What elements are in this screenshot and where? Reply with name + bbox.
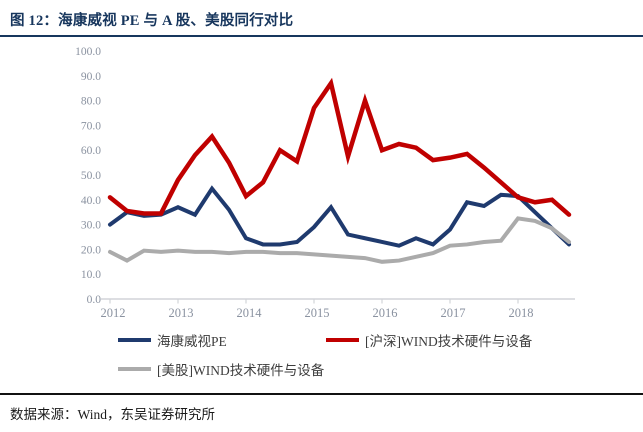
figure-title-bar: 图 12：海康威视 PE 与 A 股、美股同行对比 <box>0 0 643 37</box>
series-line-2 <box>108 216 571 264</box>
legend-swatch <box>326 338 359 342</box>
x-axis-tick-label: 2015 <box>305 306 330 320</box>
legend-row: [美股]WIND技术硬件与设备 <box>118 359 643 379</box>
x-axis-tick-label: 2012 <box>101 306 126 320</box>
legend-label: [美股]WIND技术硬件与设备 <box>157 363 325 378</box>
y-axis-tick-label: 100.0 <box>75 46 101 58</box>
x-axis-tick-label: 2016 <box>373 306 398 320</box>
y-axis-tick-label: 20.0 <box>81 244 101 256</box>
pe-comparison-line-chart: 0.0 10.0 20.0 30.0 40.0 50.0 60.0 70.0 80.0 90.0 1… <box>75 46 575 320</box>
x-axis-tick-label: 2014 <box>237 306 263 320</box>
y-axis-tick-label: 80.0 <box>81 96 101 108</box>
figure-title: 海康威视 PE 与 A 股、美股同行对比 <box>58 13 294 29</box>
y-axis-tick-label: 70.0 <box>81 120 101 132</box>
legend-label: 海康威视PE <box>157 334 227 349</box>
legend-row: 海康威视PE [沪深]WIND技术硬件与设备 <box>118 330 643 350</box>
y-axis-tick-label: 30.0 <box>81 220 101 232</box>
legend-swatch <box>118 367 151 371</box>
source-bar: 数据来源：Wind，东吴证券研究所 <box>0 393 643 432</box>
x-axis-tick-label: 2017 <box>441 306 466 320</box>
y-axis-tick-label: 90.0 <box>81 71 101 83</box>
data-source-note: 数据来源：Wind，东吴证券研究所 <box>10 407 215 422</box>
y-axis-tick-label: 60.0 <box>81 145 101 157</box>
legend-swatch <box>118 338 151 342</box>
series-line-1 <box>107 77 572 217</box>
legend-label: [沪深]WIND技术硬件与设备 <box>365 334 533 349</box>
y-axis-tick-label: 50.0 <box>81 170 101 182</box>
legend-item: 海康威视PE <box>118 330 326 350</box>
x-axis-tick-label: 2013 <box>169 306 194 320</box>
y-axis-tick-label: 10.0 <box>81 269 101 281</box>
y-axis-tick-label: 0.0 <box>87 294 102 306</box>
chart-legend: 海康威视PE [沪深]WIND技术硬件与设备 [美股]WIND技术硬件与设备 <box>118 330 643 379</box>
legend-item: [美股]WIND技术硬件与设备 <box>118 359 326 379</box>
x-axis-tick-label: 2018 <box>509 306 534 320</box>
y-axis-tick-label: 40.0 <box>81 195 101 207</box>
series-line-0 <box>108 185 571 248</box>
figure-number-label: 图 12： <box>10 13 59 29</box>
legend-item: [沪深]WIND技术硬件与设备 <box>326 330 532 350</box>
chart-area: 0.0 10.0 20.0 30.0 40.0 50.0 60.0 70.0 80.0 90.0 1… <box>0 37 643 328</box>
